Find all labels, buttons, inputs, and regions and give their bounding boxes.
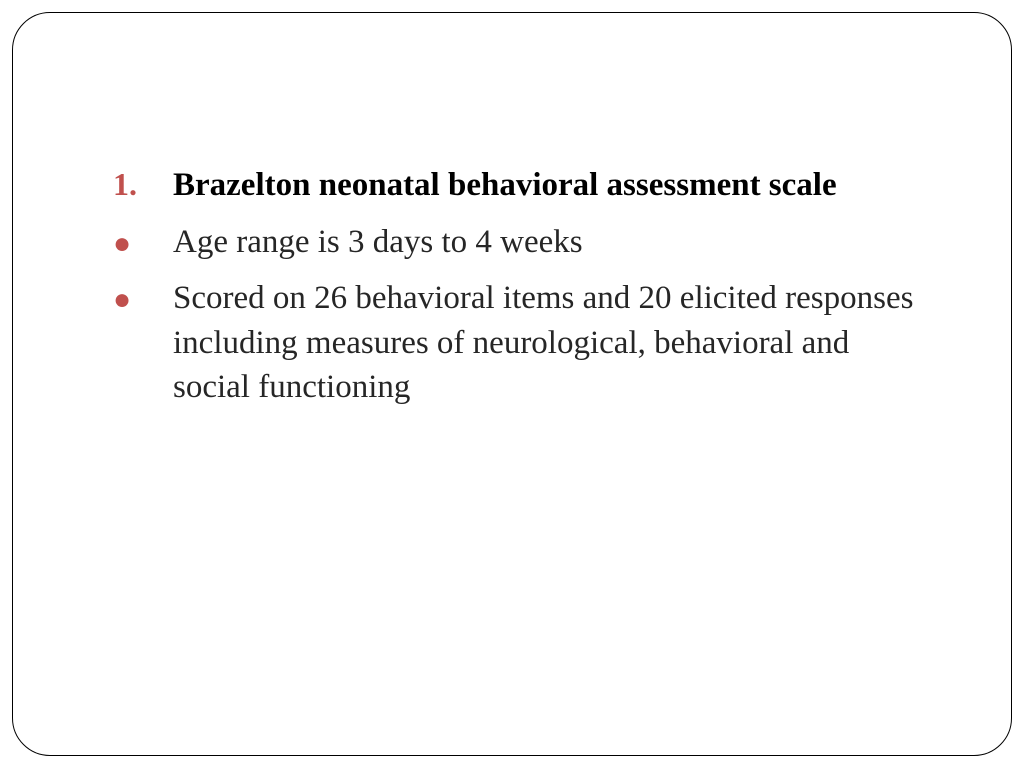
list-item-text: Age range is 3 days to 4 weeks — [173, 220, 921, 265]
list-item-heading: Brazelton neonatal behavioral assessment… — [173, 163, 921, 208]
content-list: 1. Brazelton neonatal behavioral assessm… — [113, 163, 921, 410]
list-item: ● Age range is 3 days to 4 weeks — [113, 220, 921, 265]
number-marker: 1. — [113, 163, 173, 206]
list-item: ● Scored on 26 behavioral items and 20 e… — [113, 276, 921, 410]
bullet-marker: ● — [113, 220, 173, 263]
bullet-marker: ● — [113, 276, 173, 319]
list-item: 1. Brazelton neonatal behavioral assessm… — [113, 163, 921, 208]
list-item-text: Scored on 26 behavioral items and 20 eli… — [173, 276, 921, 410]
slide-frame: 1. Brazelton neonatal behavioral assessm… — [12, 12, 1012, 756]
